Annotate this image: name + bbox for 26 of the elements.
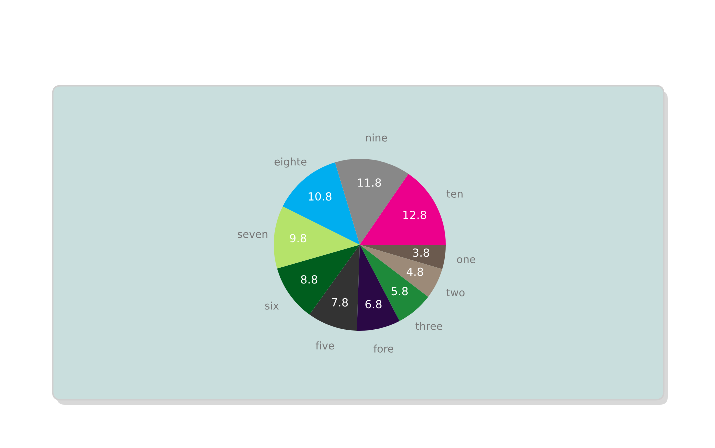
- pie-slice: [274, 206, 360, 269]
- pie-slice: [360, 245, 446, 270]
- data-label: 12.8: [404, 210, 426, 220]
- slice-label: eighte: [274, 158, 307, 168]
- data-label: 8.8: [301, 275, 318, 284]
- data-label: 7.8: [332, 298, 348, 307]
- slice-label: nine: [366, 134, 388, 142]
- slice-label: ten: [446, 190, 463, 198]
- pie-slice: [360, 245, 442, 298]
- slice-label: two: [446, 289, 465, 297]
- slice-label: one: [457, 257, 476, 264]
- data-label: 9.8: [290, 234, 306, 243]
- slice-label: fore: [374, 344, 394, 353]
- slice-label: five: [316, 342, 334, 350]
- slice-label: six: [265, 302, 279, 310]
- data-label: 10.8: [308, 192, 332, 201]
- pie-slice: [277, 245, 360, 315]
- data-label: 6.8: [366, 300, 382, 309]
- data-label: 4.8: [406, 268, 424, 276]
- data-label: 11.8: [358, 178, 382, 188]
- slice-label: seven: [238, 232, 268, 238]
- slice-label: three: [416, 322, 442, 330]
- pie-slice: [360, 245, 428, 322]
- data-label: 3.8: [413, 248, 430, 258]
- pie-slice: [360, 174, 446, 245]
- data-label: 5.8: [392, 287, 408, 296]
